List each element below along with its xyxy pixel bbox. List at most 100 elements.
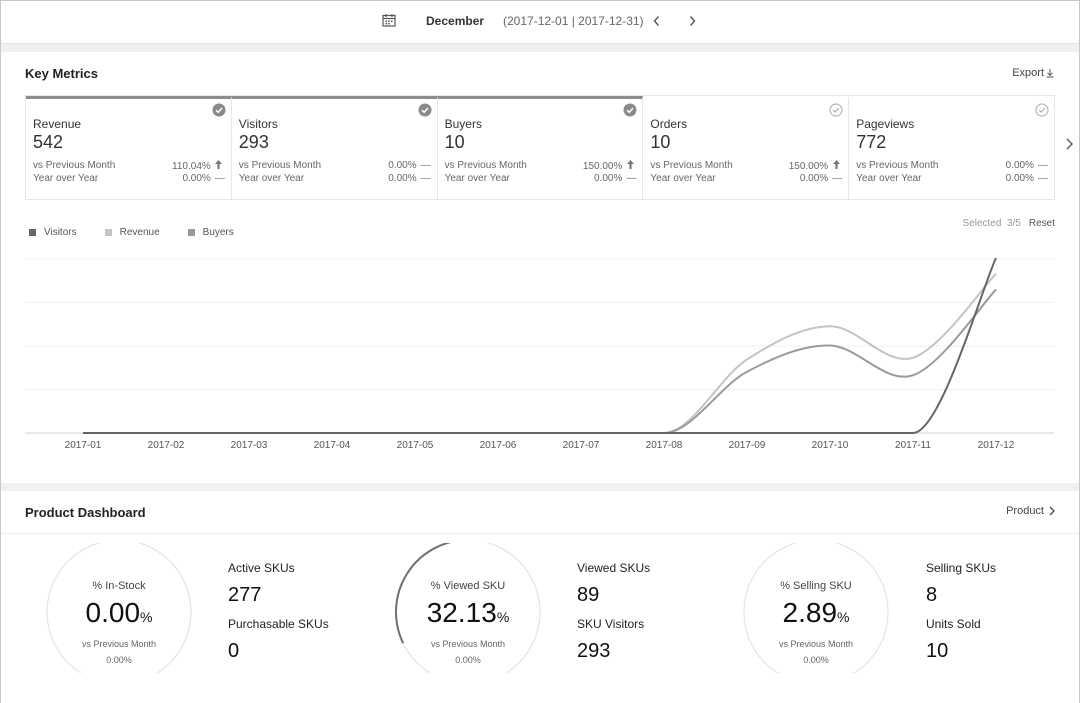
metric-value: 10: [444, 132, 465, 152]
selection-info: Selected 3/5 Reset: [962, 218, 1055, 229]
row-value: 150.00%: [788, 160, 829, 172]
metric-value: 772: [856, 132, 887, 152]
arrow-up-icon: [626, 160, 634, 172]
legend-item-revenue[interactable]: Revenue: [104, 227, 160, 238]
dash-icon: —: [420, 173, 431, 184]
gauge-number: 0.00: [85, 597, 141, 628]
key-metrics-title: Key Metrics: [25, 66, 98, 81]
stat-value: 293: [577, 640, 611, 662]
metric-name: Pageviews: [856, 117, 915, 131]
calendar-icon[interactable]: [382, 13, 396, 27]
product-dashboard-title: Product Dashboard: [25, 505, 146, 520]
year-over-year-row: Year over Year 0.00% —: [239, 173, 431, 184]
metric-value: 10: [650, 132, 671, 152]
metric-card-buyers[interactable]: Buyers 10 vs Previous Month 150.00% Year…: [437, 96, 644, 199]
stat-value: 89: [577, 584, 600, 606]
row-label: Year over Year: [856, 173, 922, 184]
legend-label: Visitors: [44, 227, 77, 238]
chart-legend: Visitors Revenue Buyers: [29, 227, 262, 238]
gauge-number: 2.89: [782, 597, 838, 628]
dash-icon: —: [214, 173, 225, 184]
product-link[interactable]: Product: [1006, 505, 1055, 517]
arrow-up-icon: [832, 160, 840, 172]
year-over-year-row: Year over Year 0.00% —: [650, 173, 842, 184]
metric-name: Visitors: [238, 117, 278, 131]
series-line-buyers[interactable]: [82, 288, 997, 434]
stat-value: 10: [926, 640, 949, 662]
gauge-sub-value: 0.00%: [106, 655, 132, 665]
check-circle-filled-icon[interactable]: [212, 103, 226, 117]
row-label: vs Previous Month: [33, 160, 116, 171]
year-over-year-row: Year over Year 0.00% —: [856, 173, 1048, 184]
vs-previous-month-row: vs Previous Month 110.04%: [33, 160, 223, 172]
stat-label: Selling SKUs: [926, 561, 997, 575]
export-button[interactable]: Export: [1012, 67, 1055, 79]
dash-icon: —: [420, 160, 431, 171]
arrow-up-icon: [215, 160, 223, 172]
stat-value: 0: [228, 640, 240, 662]
date-bar: December (2017-12-01 | 2017-12-31): [1, 1, 1079, 44]
metric-name: Orders: [650, 117, 688, 131]
legend-swatch: [187, 229, 195, 236]
metric-card-orders[interactable]: Orders 10 vs Previous Month 150.00% Year…: [643, 96, 850, 199]
metric-name: Revenue: [33, 117, 82, 131]
gauge-value: 32.13%: [398, 597, 538, 629]
legend-label: Buyers: [202, 227, 234, 238]
vs-previous-month-row: vs Previous Month 0.00% —: [856, 160, 1048, 171]
stat-label: Units Sold: [926, 617, 981, 631]
metric-card-pageviews[interactable]: Pageviews 772 vs Previous Month 0.00% — Y…: [849, 96, 1054, 199]
row-value: 0.00%: [388, 173, 417, 184]
gauge-percent-sign: %: [837, 609, 850, 625]
selected-count: 3/5: [1006, 218, 1021, 229]
year-over-year-row: Year over Year 0.00% —: [33, 173, 225, 184]
check-circle-outline-icon[interactable]: [1035, 103, 1049, 117]
legend-swatch: [29, 229, 36, 236]
stat-label: Active SKUs: [228, 561, 295, 575]
series-line-visitors[interactable]: [82, 257, 997, 434]
gauge-sub-label: vs Previous Month: [430, 639, 506, 649]
gauge-value: 0.00%: [49, 597, 189, 629]
metric-card-revenue[interactable]: Revenue 542 vs Previous Month 110.04% Ye…: [26, 96, 232, 199]
x-tick-label: 2017-12: [978, 440, 1015, 451]
year-over-year-row: Year over Year 0.00% —: [444, 173, 637, 184]
x-tick-label: 2017-01: [65, 440, 102, 451]
gauge-sub-value: 0.00%: [803, 655, 829, 665]
x-tick-label: 2017-10: [812, 440, 849, 451]
reset-button[interactable]: Reset: [1028, 218, 1055, 229]
legend-item-visitors[interactable]: Visitors: [29, 227, 77, 238]
gauge-percent-sign: %: [496, 609, 510, 625]
chevron-left-icon[interactable]: [649, 12, 665, 30]
stat-label: Purchasable SKUs: [228, 617, 329, 631]
row-value: 0.00%: [388, 160, 417, 171]
row-value: 0.00%: [594, 173, 623, 184]
row-label: Year over Year: [33, 173, 99, 184]
check-circle-filled-icon[interactable]: [623, 103, 637, 117]
selected-month[interactable]: December: [426, 14, 485, 28]
x-tick-label: 2017-06: [480, 440, 517, 451]
chevron-right-icon[interactable]: [684, 12, 700, 30]
chevron-right-icon[interactable]: [1064, 136, 1074, 152]
row-label: Year over Year: [650, 173, 716, 184]
panel-divider: [1, 533, 1079, 534]
vs-previous-month-row: vs Previous Month 150.00%: [445, 160, 635, 172]
metric-value: 293: [238, 132, 269, 152]
legend-item-buyers[interactable]: Buyers: [187, 227, 234, 238]
stat-label: Viewed SKUs: [577, 561, 651, 575]
gauge-value: 2.89%: [746, 597, 886, 629]
x-tick-label: 2017-09: [729, 440, 766, 451]
x-tick-label: 2017-11: [895, 440, 931, 451]
legend-swatch: [104, 229, 112, 236]
x-tick-label: 2017-03: [231, 440, 268, 451]
row-label: Year over Year: [444, 173, 510, 184]
series-line-revenue[interactable]: [82, 273, 997, 434]
metric-card-visitors[interactable]: Visitors 293 vs Previous Month 0.00% — Ye…: [231, 96, 438, 199]
gauge-sub-label: vs Previous Month: [778, 639, 854, 649]
key-metrics-panel: Key Metrics Export Revenue 542 vs Previo…: [1, 52, 1079, 483]
check-circle-filled-icon[interactable]: [418, 103, 432, 117]
row-value: 150.00%: [582, 160, 623, 172]
check-circle-outline-icon[interactable]: [829, 103, 843, 117]
metrics-line-chart: 2017-01 2017-02 2017-03 2017-04 2017-05 2017-…: [25, 257, 1054, 451]
gauge-track: [743, 543, 889, 673]
vs-previous-month-row: vs Previous Month 0.00% —: [239, 160, 431, 171]
